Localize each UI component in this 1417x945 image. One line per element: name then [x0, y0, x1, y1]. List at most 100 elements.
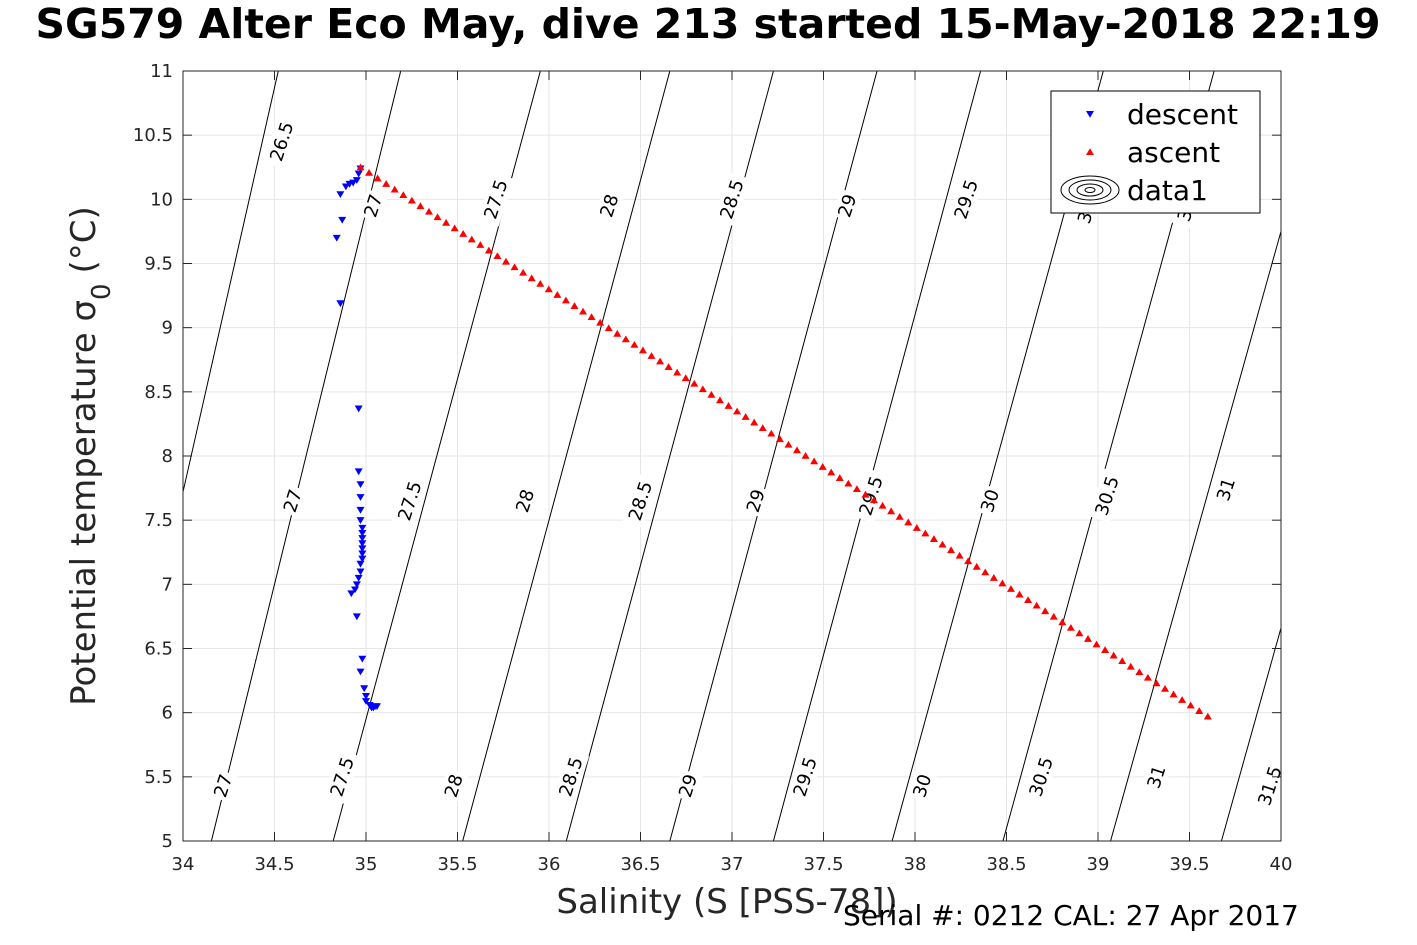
ascent-point: [1169, 690, 1178, 698]
descent-point: [352, 581, 361, 589]
ascent-point: [818, 463, 827, 470]
ascent-point: [373, 174, 382, 182]
ascent-point: [827, 468, 836, 476]
isopycnal-label: 29: [673, 769, 703, 803]
legend-entry-ascent: ascent: [1086, 136, 1220, 169]
descent-point: [356, 481, 365, 489]
isopycnal-label-bg: [975, 484, 1005, 518]
ascent-point: [1143, 673, 1152, 681]
y-tick-label: 7.5: [144, 510, 173, 531]
y-tick-label: 9.5: [144, 254, 173, 275]
x-tick-label: 35: [355, 854, 378, 875]
isopycnal-label: 26.5: [263, 114, 301, 169]
ascent-point: [1109, 651, 1118, 659]
descent-point: [341, 183, 350, 191]
legend-contour-icon: [1060, 175, 1120, 205]
ascent-point: [570, 302, 579, 309]
isopycnal-label: 29.5: [852, 468, 890, 523]
ascent-point: [801, 451, 810, 459]
descent-point: [356, 506, 365, 514]
isopycnal-label-text: 26.5: [266, 119, 298, 164]
descent-point: [356, 517, 365, 524]
ascent-point: [536, 279, 545, 287]
ascent-point: [656, 357, 665, 365]
isopycnal-label-bg: [1141, 760, 1172, 794]
ascent-point: [604, 324, 613, 332]
x-tick-label: 34: [172, 854, 195, 875]
y-axis-label: Potential temperature σ0 (°C): [64, 206, 117, 706]
ascent-point: [1203, 712, 1212, 720]
y-tick-label: 9: [162, 318, 173, 339]
ascent-point: [784, 440, 793, 448]
legend-ascent-marker: [1086, 148, 1094, 155]
ascent-point: [510, 263, 519, 271]
isopycnal-label: 31: [1211, 472, 1241, 507]
isopycnal-label: 30: [975, 484, 1005, 518]
y-tick-label: 11: [150, 61, 173, 82]
isopycnal-label-bg: [622, 473, 659, 529]
x-tick-label: 39: [1087, 854, 1110, 875]
descent-point: [360, 685, 369, 693]
ascent-point: [1152, 679, 1161, 687]
legend-label: data1: [1127, 174, 1208, 207]
descent-point: [358, 535, 367, 542]
serial-calibration-footer: Serial #: 0212 CAL: 27 Apr 2017: [843, 899, 1299, 932]
ascent-point: [442, 218, 451, 226]
legend-entry-descent: descent: [1086, 98, 1238, 131]
isopycnal-label-bg: [278, 484, 308, 518]
isopycnal-label: 29: [832, 189, 863, 223]
x-axis-label: Salinity (S [PSS-78]): [556, 882, 897, 922]
isopycnal-label-bg: [948, 172, 985, 227]
x-tick-label: 37: [721, 854, 744, 875]
isopycnal-label-bg: [358, 189, 389, 223]
ascent-point: [613, 329, 622, 337]
legend-descent-marker: [1086, 111, 1094, 118]
isopycnal-label-text: 27.5: [394, 479, 426, 524]
descent-point: [338, 216, 347, 224]
isopycnal-label-bg: [713, 172, 751, 227]
ascent-point: [1118, 657, 1127, 665]
ascent-point: [673, 368, 682, 376]
ascent-point: [1041, 607, 1050, 615]
ascent-point: [630, 340, 639, 348]
descent-point: [352, 613, 361, 621]
ascent-point: [964, 557, 973, 565]
descent-point: [336, 191, 345, 198]
ascent-point: [493, 252, 502, 260]
ascent-point: [998, 579, 1007, 587]
y-tick-label: 5: [162, 831, 173, 852]
y-axis-label-subscript: 0: [87, 283, 117, 300]
ascent-point: [904, 518, 913, 526]
ascent-point: [1075, 629, 1084, 637]
descent-point: [372, 703, 381, 711]
ascent-point: [698, 385, 707, 393]
ascent-point: [775, 435, 784, 443]
ascent-point: [715, 396, 724, 404]
descent-point: [332, 234, 341, 242]
y-tick-label: 6.5: [144, 639, 173, 660]
descent-point: [362, 698, 370, 705]
descent-point: [358, 545, 367, 553]
ascent-point: [861, 490, 870, 498]
descent-point: [358, 555, 367, 563]
y-tick-label: 6: [162, 703, 173, 724]
isopycnal-label-bg: [907, 769, 938, 803]
ascent-point: [690, 379, 699, 387]
isopycnal-label: 27: [208, 769, 239, 803]
isopycnal-label-bg: [741, 484, 771, 518]
y-axis-label-unit: (°C): [64, 206, 104, 273]
ascent-point: [1058, 618, 1067, 626]
isopycnal-label-bg: [673, 769, 703, 803]
isopycnal-label: 28: [594, 189, 625, 223]
ascent-point: [724, 402, 733, 409]
ascent-point: [476, 241, 485, 248]
ascent-point: [895, 512, 904, 520]
legend-entry-data1: data1: [1060, 174, 1208, 207]
ascent-point: [365, 168, 374, 176]
isopycnal-label-bg: [1251, 758, 1289, 813]
isopycnal-line: [462, 70, 671, 842]
y-tick-label: 8.5: [144, 382, 173, 403]
x-tick-label: 37.5: [803, 854, 843, 875]
ascent-point: [844, 479, 853, 487]
ascent-point: [519, 268, 528, 276]
